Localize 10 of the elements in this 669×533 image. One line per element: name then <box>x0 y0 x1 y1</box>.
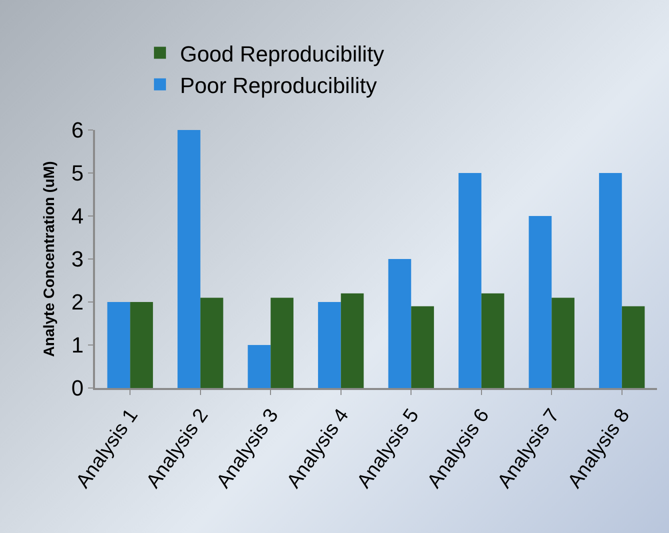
y-tick-label: 1 <box>71 332 84 358</box>
y-axis-title: Analyte Concentration (uM) <box>41 161 58 357</box>
y-tick-label: 5 <box>71 160 84 186</box>
y-tick-label: 3 <box>71 246 84 272</box>
legend-label: Poor Reproducibility <box>180 72 377 98</box>
legend-label: Good Reproducibility <box>180 41 384 66</box>
y-tick-label: 4 <box>71 204 84 229</box>
y-tick-label: 2 <box>71 290 84 315</box>
y-tick-label: 6 <box>71 118 84 143</box>
y-tick-label: 0 <box>71 376 84 401</box>
